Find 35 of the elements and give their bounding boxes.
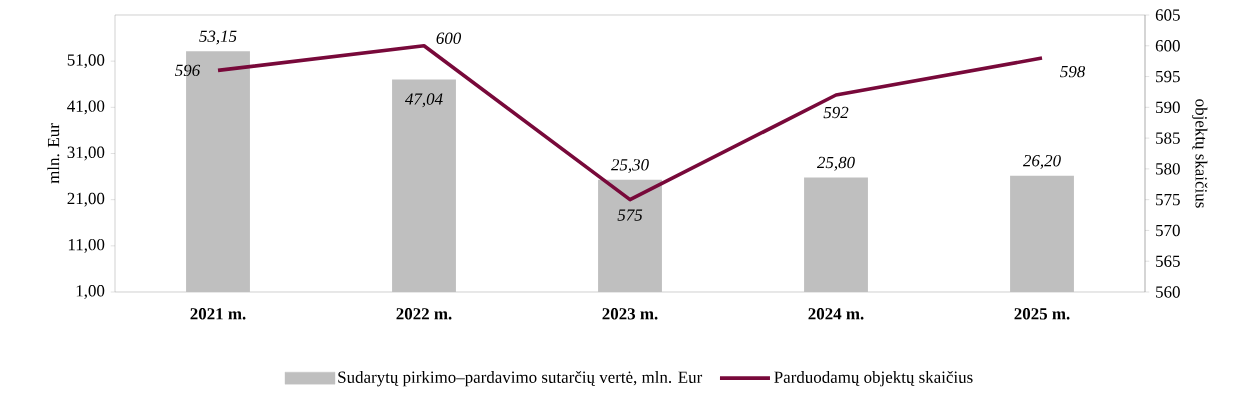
y-axis-title: mln. Eur xyxy=(47,123,60,184)
data-label: 598 xyxy=(1060,65,1086,78)
y-tick-label: 11,00 xyxy=(68,238,105,253)
y2-tick-label: 595 xyxy=(1156,70,1180,83)
data-label: 53,15 xyxy=(199,30,237,45)
y2-tick-label: 590 xyxy=(1156,101,1180,114)
y2-tick-label: 560 xyxy=(1156,286,1180,298)
x-tick-label: 2025 m. xyxy=(1014,308,1070,320)
data-label: 596 xyxy=(175,64,201,77)
data-label: 600 xyxy=(436,32,462,44)
data-label: 25,30 xyxy=(610,159,649,173)
y-tick-label: 31,00 xyxy=(67,146,105,161)
legend-label: Parduodamų objektų skaičius xyxy=(774,370,973,387)
y-tick-label: 1,00 xyxy=(76,285,105,299)
y-tick-label: 41,00 xyxy=(67,100,105,115)
x-tick-label: 2022 m. xyxy=(396,308,452,320)
y2-tick-label: 605 xyxy=(1155,9,1180,21)
x-tick-label: 2024 m. xyxy=(808,308,864,320)
y2-tick-label: 580 xyxy=(1156,163,1180,175)
data-label: 26,20 xyxy=(1022,154,1061,169)
y2-tick-label: 570 xyxy=(1156,224,1180,237)
data-label: 575 xyxy=(617,209,643,221)
y2-tick-label: 565 xyxy=(1156,255,1180,267)
legend-label: Sudarytų pirkimo–pardavimo sutarčių vertė, mln. Eur xyxy=(338,370,703,387)
data-label: 25,80 xyxy=(816,156,855,171)
y2-axis-title: objektų skaičius xyxy=(1192,99,1208,208)
y2-tick-label: 600 xyxy=(1155,40,1180,52)
y2-tick-label: 585 xyxy=(1156,132,1180,144)
y2-tick-label: 575 xyxy=(1156,194,1180,206)
x-tick-label: 2021 m. xyxy=(190,308,246,320)
data-label: 47,04 xyxy=(405,93,443,108)
data-label: 592 xyxy=(823,106,849,119)
x-tick-label: 2023 m. xyxy=(602,308,658,320)
y-tick-label: 51,00 xyxy=(67,54,105,69)
y-tick-label: 21,00 xyxy=(67,192,105,207)
